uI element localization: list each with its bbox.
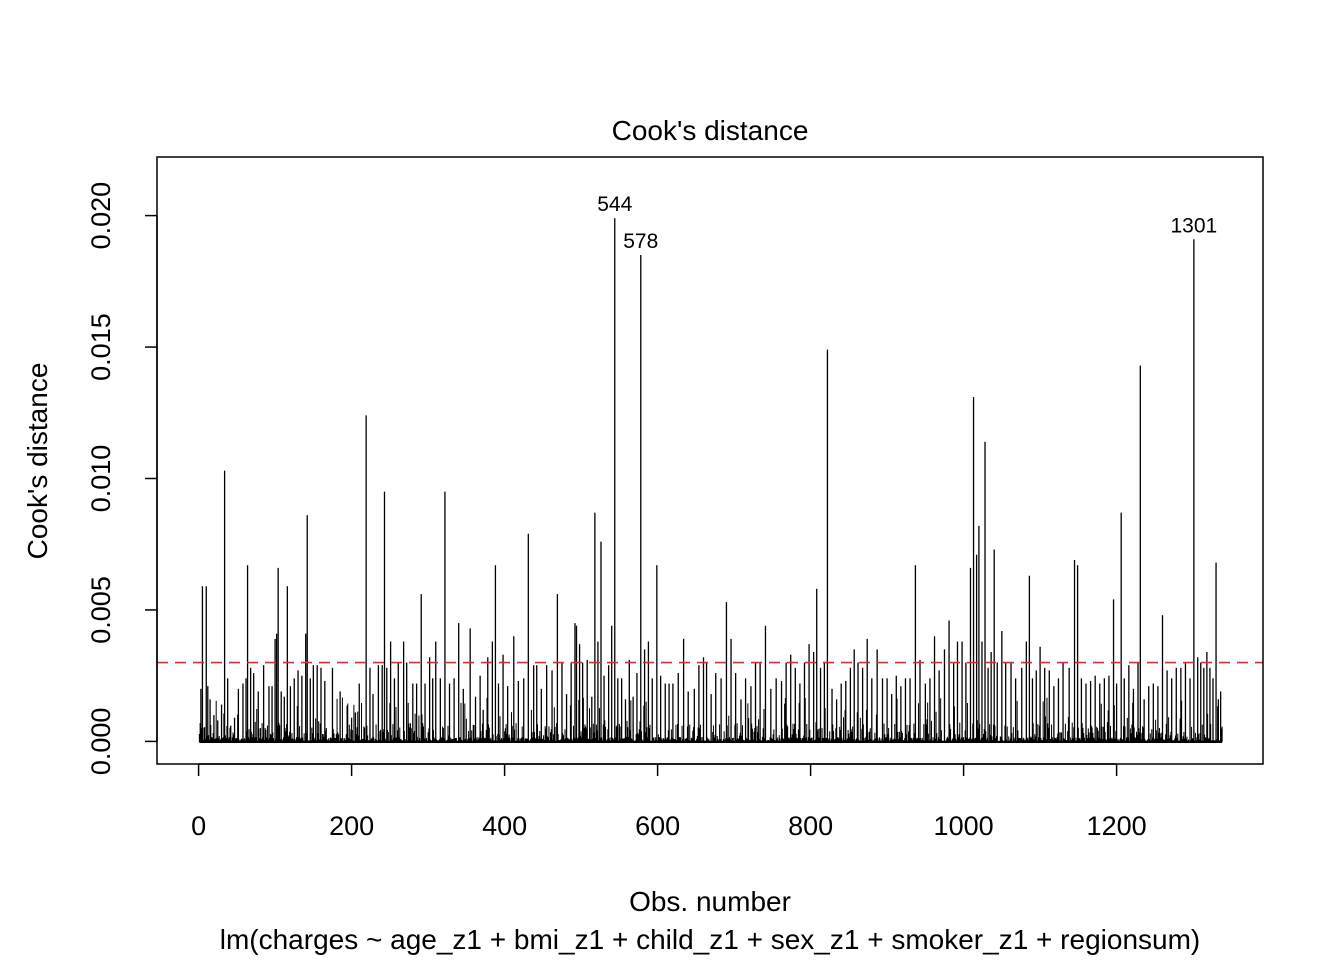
cooks-distance-chart: Cook's distance 544 578 1301 0 200 400 600 800… [0,0,1344,960]
y-tick-label-0.020: 0.020 [86,182,116,250]
plot-area: 544 578 1301 [157,193,1263,742]
x-tick-label-1200: 1200 [1087,811,1147,841]
y-axis-label: Cook's distance [22,363,53,560]
x-tick-label-1000: 1000 [934,811,994,841]
plot-frame [157,157,1263,764]
x-tick-label-400: 400 [482,811,527,841]
point-label-1301: 1301 [1171,214,1218,237]
point-label-544: 544 [597,193,632,216]
y-tick-label-0.000: 0.000 [86,708,116,776]
chart-title: Cook's distance [612,115,809,146]
point-label-578: 578 [623,230,658,253]
x-tick-label-800: 800 [788,811,833,841]
model-formula-subtitle: lm(charges ~ age_z1 + bmi_z1 + child_z1 … [220,924,1201,955]
y-tick-label-0.015: 0.015 [86,313,116,381]
x-axis-label: Obs. number [629,886,791,917]
y-tick-label-0.005: 0.005 [86,576,116,644]
x-tick-label-200: 200 [329,811,374,841]
x-axis: 0 200 400 600 800 1000 1200 [191,764,1147,841]
y-tick-label-0.010: 0.010 [86,445,116,513]
x-tick-label-0: 0 [191,811,206,841]
y-axis: 0.000 0.005 0.010 0.015 0.020 [86,182,157,775]
x-tick-label-600: 600 [635,811,680,841]
